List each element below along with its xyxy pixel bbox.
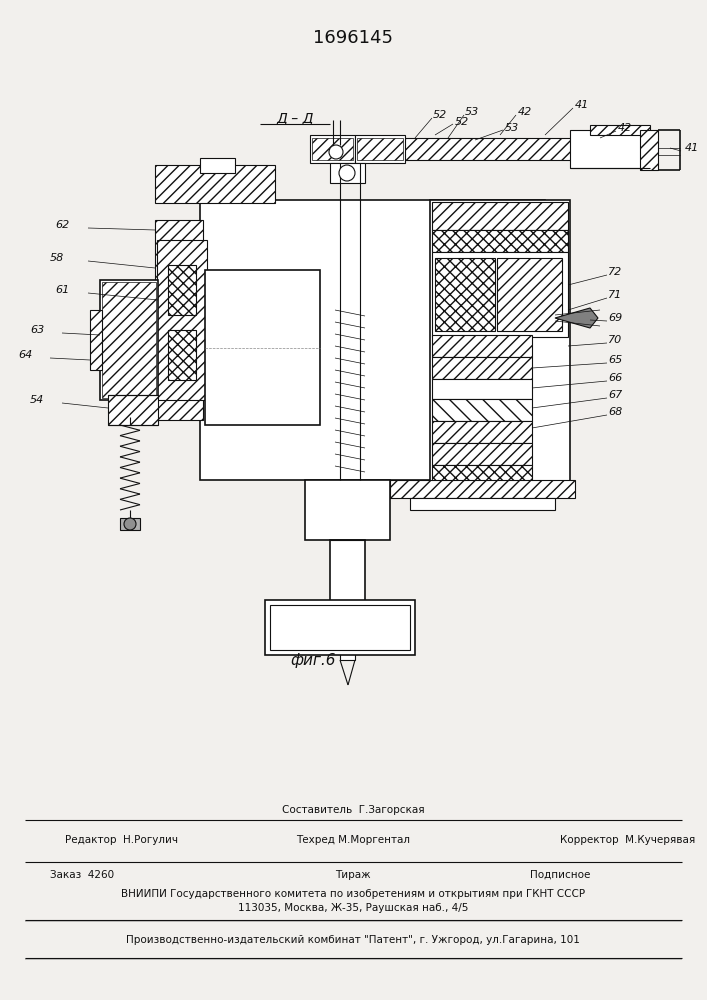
Bar xyxy=(330,540,365,620)
Text: 70: 70 xyxy=(608,335,622,345)
Text: 63: 63 xyxy=(30,325,45,335)
Bar xyxy=(570,130,650,168)
Text: 53: 53 xyxy=(465,107,479,117)
Bar xyxy=(155,220,203,420)
Bar xyxy=(100,280,158,400)
Bar xyxy=(435,258,495,331)
Text: 42: 42 xyxy=(518,107,532,117)
Bar xyxy=(355,138,650,160)
Text: 53: 53 xyxy=(505,123,519,133)
Polygon shape xyxy=(555,308,598,328)
Bar xyxy=(265,600,415,655)
Bar xyxy=(310,135,355,163)
Bar xyxy=(640,130,658,170)
Bar xyxy=(340,620,355,660)
Bar xyxy=(590,125,650,135)
Text: 68: 68 xyxy=(608,407,622,417)
Text: 52: 52 xyxy=(433,110,448,120)
Bar xyxy=(432,421,532,443)
Text: Техред М.Моргентал: Техред М.Моргентал xyxy=(296,835,410,845)
Bar xyxy=(312,138,353,160)
Text: ВНИИПИ Государственного комитета по изобретениям и открытиям при ГКНТ СССР: ВНИИПИ Государственного комитета по изоб… xyxy=(121,889,585,899)
Bar xyxy=(168,330,196,380)
Circle shape xyxy=(339,165,355,181)
Bar xyxy=(497,258,562,331)
Bar xyxy=(155,165,275,203)
Text: Составитель  Г.Загорская: Составитель Г.Загорская xyxy=(281,805,424,815)
Text: 65: 65 xyxy=(608,355,622,365)
Bar xyxy=(270,605,410,650)
Text: 41: 41 xyxy=(685,143,699,153)
Bar xyxy=(432,379,532,399)
Text: 113035, Москва, Ж-35, Раушская наб., 4/5: 113035, Москва, Ж-35, Раушская наб., 4/5 xyxy=(238,903,468,913)
Circle shape xyxy=(124,518,136,530)
Text: Редактор  Н.Рогулич: Редактор Н.Рогулич xyxy=(65,835,178,845)
Bar xyxy=(432,335,532,357)
Bar xyxy=(200,158,235,173)
Bar xyxy=(432,443,532,465)
Text: 1696145: 1696145 xyxy=(313,29,393,47)
Bar xyxy=(305,480,390,540)
Bar xyxy=(200,200,545,480)
Bar xyxy=(357,138,403,160)
Text: 58: 58 xyxy=(50,253,64,263)
Bar xyxy=(205,270,320,425)
Bar xyxy=(432,252,568,337)
Text: 67: 67 xyxy=(608,390,622,400)
Text: Производственно-издательский комбинат "Патент", г. Ужгород, ул.Гагарина, 101: Производственно-издательский комбинат "П… xyxy=(126,935,580,945)
Text: 42: 42 xyxy=(618,123,632,133)
Text: Подписное: Подписное xyxy=(530,870,590,880)
Bar xyxy=(157,240,207,400)
Bar xyxy=(410,498,555,510)
Text: 41: 41 xyxy=(575,100,589,110)
Text: 64: 64 xyxy=(18,350,33,360)
Bar xyxy=(432,230,568,252)
Text: Тираж: Тираж xyxy=(335,870,370,880)
Bar xyxy=(90,310,102,370)
Text: 66: 66 xyxy=(608,373,622,383)
Text: Д – Д: Д – Д xyxy=(276,111,314,125)
Text: 62: 62 xyxy=(55,220,69,230)
Text: Заказ  4260: Заказ 4260 xyxy=(50,870,114,880)
Bar xyxy=(432,202,568,230)
Bar xyxy=(330,163,365,183)
Bar xyxy=(432,357,532,379)
Text: 61: 61 xyxy=(55,285,69,295)
Text: 54: 54 xyxy=(30,395,45,405)
Bar xyxy=(355,135,405,163)
Bar xyxy=(430,200,570,490)
Bar xyxy=(102,282,156,398)
Bar xyxy=(432,465,532,487)
Circle shape xyxy=(329,145,343,159)
Bar xyxy=(390,480,575,498)
Text: фиг.6: фиг.6 xyxy=(290,652,336,668)
Bar xyxy=(432,399,532,421)
Bar xyxy=(120,518,140,530)
Bar xyxy=(108,395,158,425)
Text: 72: 72 xyxy=(608,267,622,277)
Text: 69: 69 xyxy=(608,313,622,323)
Text: 71: 71 xyxy=(608,290,622,300)
Text: Корректор  М.Кучерявая: Корректор М.Кучерявая xyxy=(560,835,695,845)
Bar xyxy=(168,265,196,315)
Text: 52: 52 xyxy=(455,117,469,127)
